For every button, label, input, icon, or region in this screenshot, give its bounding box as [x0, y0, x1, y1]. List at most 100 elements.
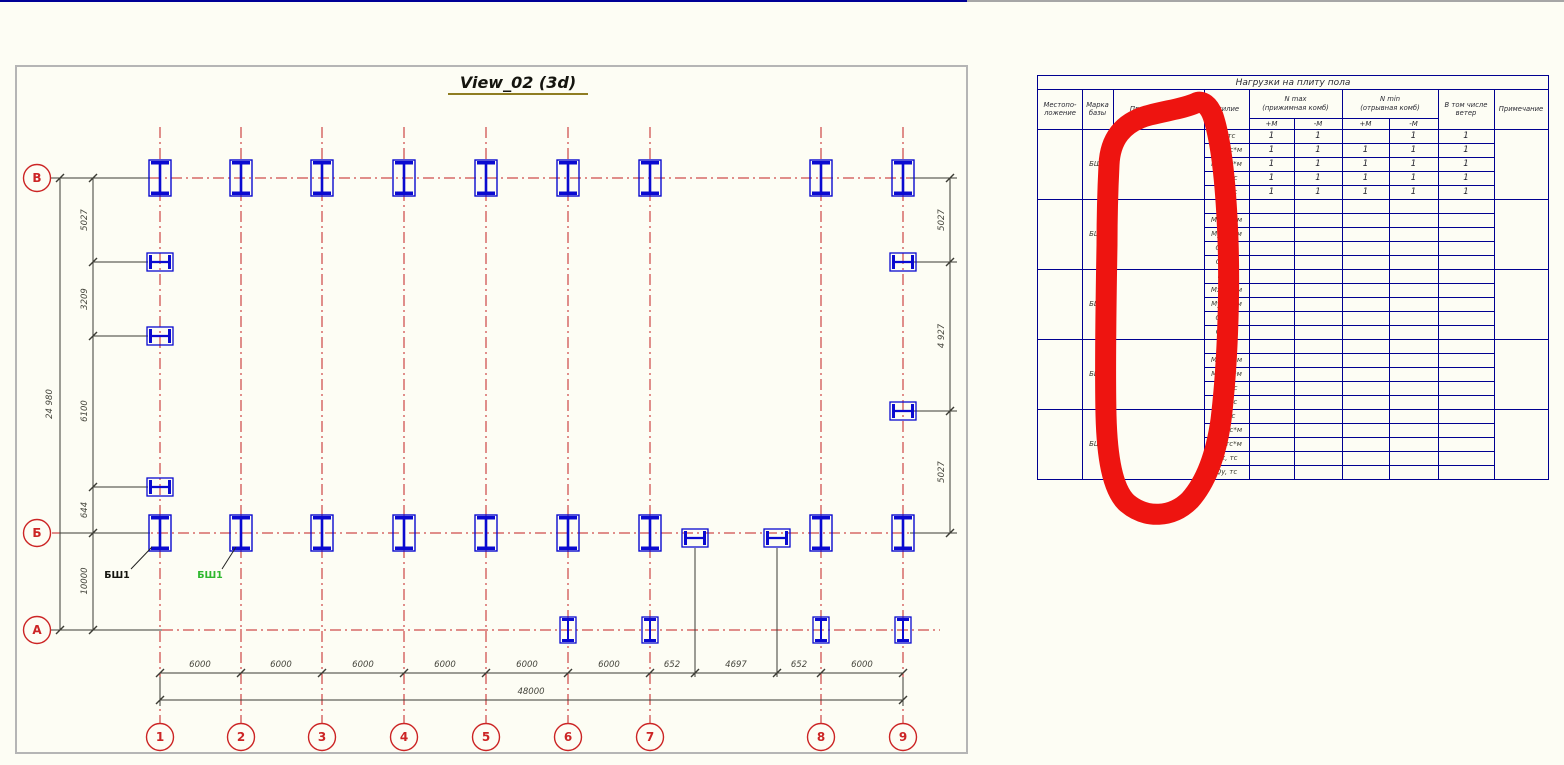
col-header-minus-m: -М [1313, 119, 1323, 128]
grid-bubble-label: 6 [564, 730, 572, 744]
table-grid-line [1204, 227, 1494, 228]
dimension-label: 5027 [80, 209, 90, 231]
grid-bubble [22, 615, 52, 645]
column-flange [395, 516, 413, 520]
table-grid-line [1294, 118, 1295, 479]
value-cell [1249, 311, 1294, 325]
value-cell [1438, 269, 1494, 283]
value-cell [1249, 227, 1294, 241]
value-cell [1342, 269, 1389, 283]
grid-bubble [22, 518, 52, 548]
table-grid-line [1204, 143, 1494, 144]
grid-bubble-label: 8 [817, 730, 825, 744]
value-cell: 1 [1410, 131, 1417, 141]
column-symbol [310, 514, 334, 552]
dim-tick [945, 406, 955, 416]
view-top-border [0, 0, 967, 2]
table-grid-line [1249, 89, 1250, 479]
force-row-label: N, тс [1217, 202, 1236, 210]
value-cell [1342, 381, 1389, 395]
force-row-label: Mx, тс*м [1210, 356, 1243, 364]
column-symbol [474, 159, 498, 197]
value-cell [1389, 213, 1438, 227]
column-symbol [638, 159, 662, 197]
value-cell [1342, 311, 1389, 325]
table-grid-line [1204, 241, 1494, 242]
dimension-label: 644 [80, 502, 90, 518]
label-leader [130, 546, 153, 570]
value-cell: 1 [1268, 145, 1275, 155]
dim-tick [898, 695, 908, 705]
base-mark: БШ1 [1089, 160, 1106, 168]
value-cell [1389, 227, 1438, 241]
table-grid-line [1204, 367, 1494, 368]
value-cell [1438, 255, 1494, 269]
value-cell [1389, 423, 1438, 437]
grid-bubble-label: 1 [156, 730, 164, 744]
column-flange [313, 161, 331, 165]
column-symbol [809, 514, 833, 552]
value-cell [1249, 255, 1294, 269]
base-mark: БШ3 [1089, 300, 1106, 308]
table-grid-line [1204, 255, 1494, 256]
value-cell: 1 [1315, 145, 1321, 155]
column-flange [562, 618, 574, 621]
column-flange [232, 191, 250, 195]
column-symbol [310, 159, 334, 197]
beam-flange [892, 404, 895, 418]
table-grid-line [1038, 129, 1548, 130]
dim-tick [88, 528, 98, 538]
value-cell [1438, 451, 1494, 465]
table-grid-line [1082, 89, 1083, 479]
force-row-label: My, тс*м [1211, 160, 1242, 168]
value-cell: 1 [1268, 187, 1275, 197]
value-cell [1249, 339, 1294, 353]
table-grid-line [1038, 409, 1548, 410]
column-flange [559, 191, 577, 195]
column-symbol [474, 514, 498, 552]
force-row-label: Qx, тс [1215, 174, 1238, 182]
col-header-mark: Марка базы [1086, 100, 1109, 117]
column-flange [477, 516, 495, 520]
column-flange [477, 161, 495, 165]
table-grid-line [1038, 199, 1548, 200]
value-cell [1249, 283, 1294, 297]
value-cell [1389, 269, 1438, 283]
value-cell: 1 [1463, 173, 1469, 183]
dimension-label: 6000 [516, 660, 538, 670]
value-cell [1342, 213, 1389, 227]
loads-table: Нагрузки на плиту пола Местопо- ложение … [1037, 75, 1549, 480]
value-cell [1342, 465, 1389, 479]
value-cell [1438, 283, 1494, 297]
dimension-label: 652 [664, 660, 680, 670]
dimension-label: 6000 [352, 660, 374, 670]
dim-tick [155, 695, 165, 705]
column-flange [894, 161, 912, 165]
table-grid-line [1389, 118, 1390, 479]
value-cell [1438, 199, 1494, 213]
col-header-plus-m: +М [1265, 119, 1278, 128]
table-grid-line [1204, 395, 1494, 396]
column-flange [151, 516, 169, 520]
column-flange [894, 516, 912, 520]
grid-bubble-label: 9 [899, 730, 907, 744]
value-cell [1294, 437, 1342, 451]
value-cell [1389, 451, 1438, 465]
beam-symbol [681, 528, 709, 548]
value-cell: 1 [1268, 173, 1275, 183]
table-grid-line [1204, 171, 1494, 172]
grid-bubble [145, 722, 175, 752]
column-flange [812, 516, 830, 520]
grid-bubble [226, 722, 256, 752]
value-cell: 1 [1315, 173, 1321, 183]
value-cell: 1 [1410, 187, 1417, 197]
force-row-label: My, тс*м [1211, 300, 1242, 308]
column-flange [151, 546, 169, 550]
table-grid-line [1113, 89, 1114, 479]
beam-flange [168, 480, 171, 494]
value-cell: 1 [1463, 145, 1469, 155]
column-symbol [556, 159, 580, 197]
value-cell [1249, 465, 1294, 479]
view-frame [15, 65, 968, 754]
